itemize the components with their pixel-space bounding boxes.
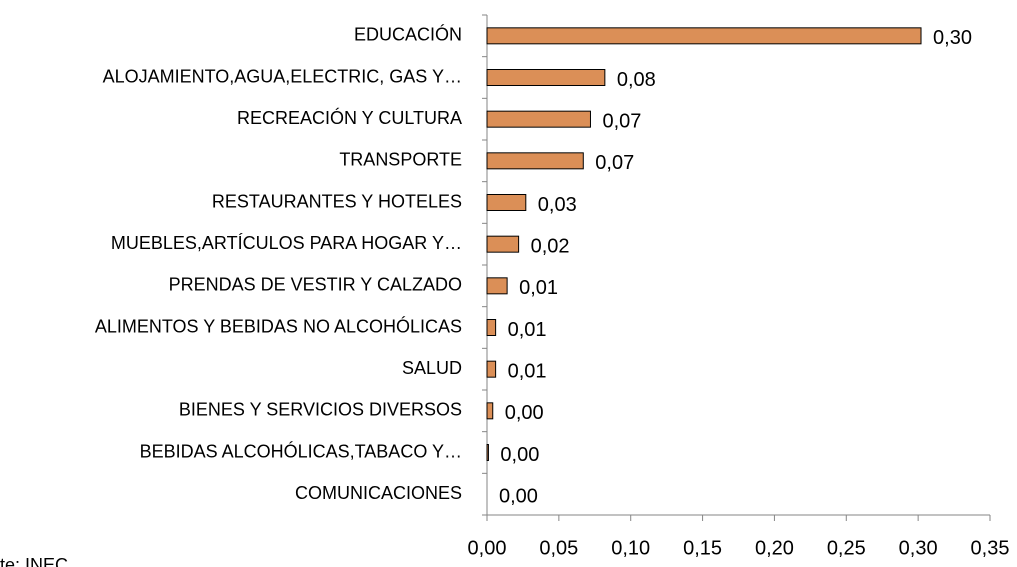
value-label: 0,00 xyxy=(505,402,544,424)
bar xyxy=(486,360,497,378)
y-tick-label: MUEBLES,ARTÍCULOS PARA HOGAR Y… xyxy=(111,233,462,253)
y-tick-label: EDUCACIÓN xyxy=(354,24,462,45)
x-tick-label: 0,25 xyxy=(827,537,866,559)
value-label: 0,30 xyxy=(933,27,972,49)
x-tick-label: 0,05 xyxy=(539,537,578,559)
y-tick-label: BEBIDAS ALCOHÓLICAS,TABACO Y… xyxy=(140,440,462,461)
value-label: 0,08 xyxy=(617,69,656,91)
bar xyxy=(486,277,508,295)
bar xyxy=(486,152,584,170)
y-tick-label: TRANSPORTE xyxy=(339,150,462,170)
x-tick-label: 0,15 xyxy=(683,537,722,559)
y-tick-label: ALOJAMIENTO,AGUA,ELECTRIC, GAS Y… xyxy=(103,66,462,86)
value-label: 0,03 xyxy=(538,194,577,216)
x-tick-label: 0,30 xyxy=(899,537,938,559)
y-tick-label: SALUD xyxy=(402,358,462,378)
y-tick-label: BIENES Y SERVICIOS DIVERSOS xyxy=(179,400,462,420)
bar xyxy=(486,110,591,128)
bar xyxy=(486,319,497,336)
value-label: 0,02 xyxy=(531,235,570,257)
value-label: 0,01 xyxy=(508,319,547,341)
y-tick-label: COMUNICACIONES xyxy=(295,483,462,503)
value-label: 0,01 xyxy=(519,277,558,299)
bar xyxy=(486,444,489,461)
x-tick-label: 0,10 xyxy=(611,537,650,559)
y-tick-label: ALIMENTOS Y BEBIDAS NO ALCOHÓLICAS xyxy=(95,315,462,336)
x-tick-label: 0,35 xyxy=(971,537,1010,559)
y-tick-label: RECREACIÓN Y CULTURA xyxy=(237,107,462,128)
bar xyxy=(486,194,527,211)
value-label: 0,01 xyxy=(508,360,547,382)
bar xyxy=(486,402,494,420)
value-label: 0,00 xyxy=(499,485,538,507)
value-label: 0,07 xyxy=(602,110,641,132)
bar xyxy=(486,69,606,86)
y-tick-label: PRENDAS DE VESTIR Y CALZADO xyxy=(169,275,462,295)
bar xyxy=(486,27,922,45)
value-label: 0,07 xyxy=(595,152,634,174)
value-label: 0,00 xyxy=(500,444,539,466)
bar xyxy=(486,235,520,253)
y-tick-label: RESTAURANTES Y HOTELES xyxy=(212,191,462,211)
source: te: INEC xyxy=(0,555,68,567)
x-tick-label: 0,00 xyxy=(468,537,507,559)
x-tick-label: 0,20 xyxy=(755,537,794,559)
